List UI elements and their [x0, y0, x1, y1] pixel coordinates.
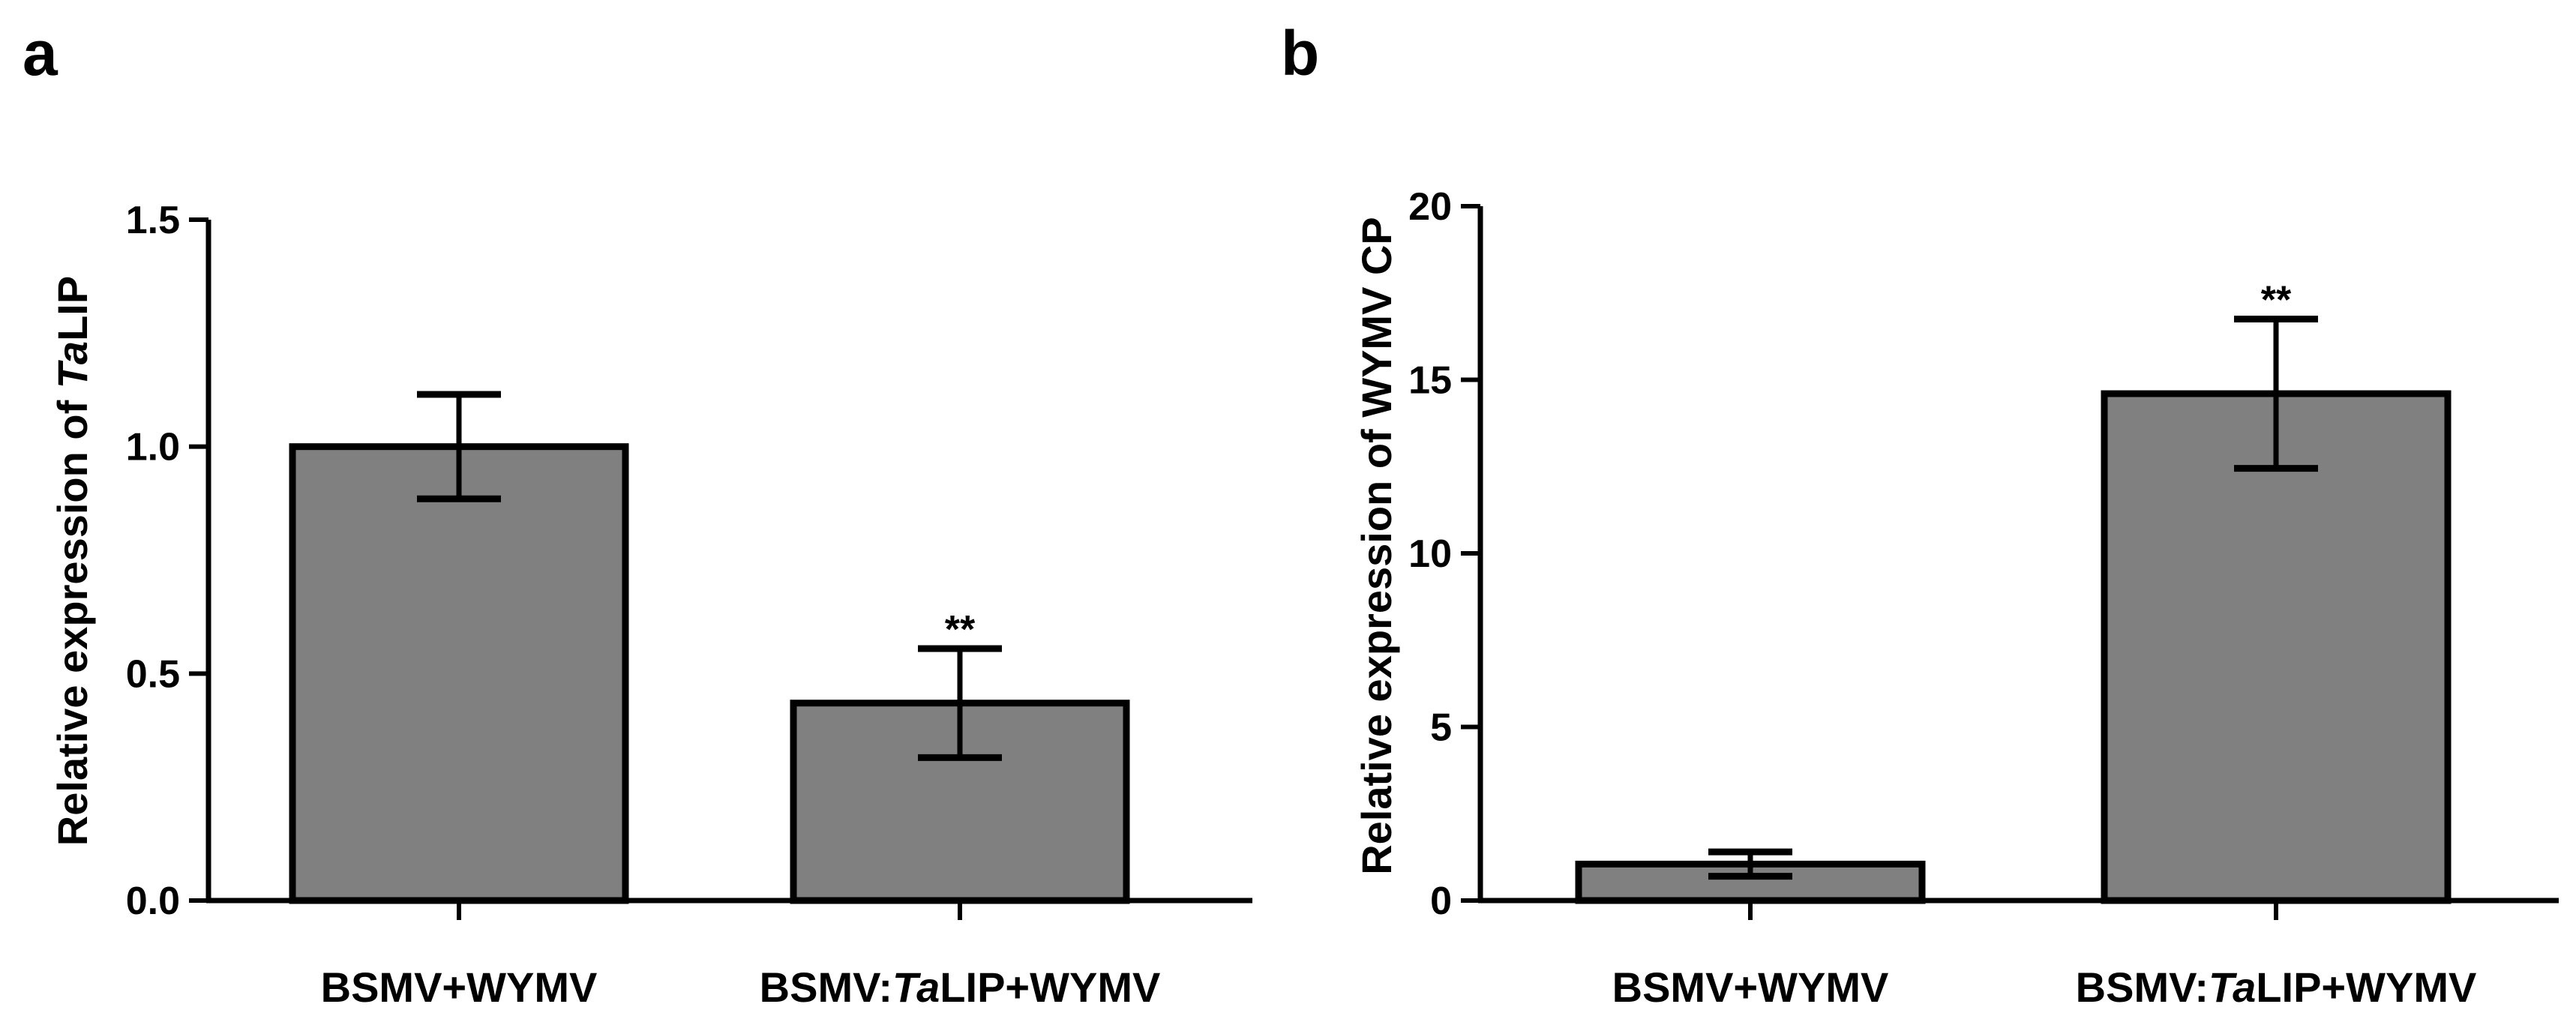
y-axis-title-part: Ta: [49, 341, 96, 388]
significance-label: **: [2261, 278, 2292, 322]
category-label: BSMV+WYMV: [321, 964, 598, 1011]
label-part: LIP+WYMV: [940, 964, 1160, 1011]
y-axis-title: Relative expression of TaLIP: [49, 276, 96, 846]
label-part: BSMV+WYMV: [321, 964, 598, 1011]
label-part: Ta: [892, 964, 940, 1011]
y-tick-label: 10: [1408, 532, 1452, 576]
label-part: BSMV+WYMV: [1612, 964, 1889, 1011]
category-label: BSMV+WYMV: [1612, 964, 1889, 1011]
y-tick-label: 0.0: [126, 880, 180, 923]
y-axis-title-part: Relative expression of WYMV CP: [1353, 217, 1400, 875]
y-tick-label: 0.5: [126, 652, 180, 696]
label-part: BSMV:: [760, 964, 892, 1011]
y-tick-label: 20: [1408, 185, 1452, 229]
bar: [289, 443, 629, 904]
y-tick-label: 15: [1408, 359, 1452, 403]
y-axis-title: Relative expression of WYMV CP: [1353, 217, 1400, 875]
label-part: LIP+WYMV: [2256, 964, 2476, 1011]
label-part: Ta: [2209, 964, 2256, 1011]
y-axis-title-part: Relative expression of: [49, 388, 96, 846]
y-axis-title-part: LIP: [49, 276, 96, 341]
significance-label: **: [945, 608, 976, 652]
y-tick-label: 0: [1430, 880, 1452, 923]
panel-letter: b: [1281, 18, 1319, 88]
panel-letter: a: [22, 18, 58, 88]
y-tick-label: 1.0: [126, 426, 180, 469]
y-tick-label: 1.5: [126, 199, 180, 242]
category-label: BSMV:TaLIP+WYMV: [760, 964, 1161, 1011]
y-tick-label: 5: [1430, 706, 1452, 750]
label-part: BSMV:: [2076, 964, 2209, 1011]
category-label: BSMV:TaLIP+WYMV: [2076, 964, 2477, 1011]
